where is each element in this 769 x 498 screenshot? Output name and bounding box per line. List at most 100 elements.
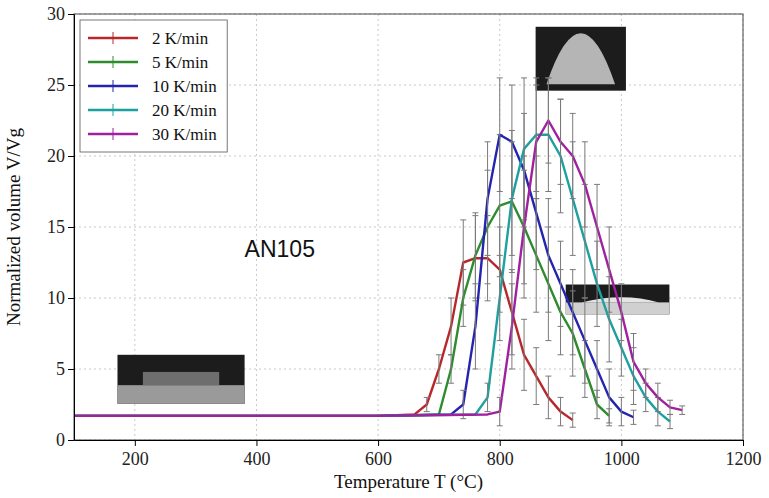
error-bar-cap: [643, 411, 649, 412]
plot-frame: [74, 14, 743, 440]
error-bar: [570, 270, 576, 355]
legend-key-errorbar: [113, 128, 114, 140]
error-bar-stem: [511, 142, 512, 256]
y-tick-mark: [68, 440, 74, 441]
y-tick-label: 30: [47, 4, 65, 24]
error-bar-cap: [460, 418, 466, 419]
error-bar-cap: [485, 383, 491, 384]
error-bar-cap: [655, 383, 661, 384]
x-tick: 600: [365, 440, 392, 469]
error-bar: [545, 78, 551, 163]
error-bar-stem: [572, 113, 573, 198]
error-bar-cap: [485, 141, 491, 142]
error-bar-cap: [521, 283, 527, 284]
error-bar-cap: [521, 298, 527, 299]
inset-dome: [546, 33, 615, 84]
legend-key-errorbar: [113, 56, 114, 68]
error-bar-stem: [609, 227, 610, 312]
error-bar-cap: [485, 411, 491, 412]
error-bar-cap: [460, 219, 466, 220]
error-bar-cap: [558, 99, 564, 100]
error-bar-cap: [545, 418, 551, 419]
y-tick: 0: [56, 430, 74, 450]
error-bar: [460, 270, 466, 327]
error-bar-stem: [572, 413, 573, 427]
error-bar-cap: [570, 354, 576, 355]
error-bar: [509, 130, 515, 272]
error-bar: [631, 334, 637, 391]
legend-entry: 20 K/min: [88, 101, 217, 120]
error-bar: [497, 397, 503, 425]
error-bar-cap: [618, 376, 624, 377]
error-bar-cap: [485, 255, 491, 256]
error-bar: [485, 142, 491, 256]
error-bar-stem: [511, 284, 512, 369]
error-bar-stem: [548, 78, 549, 192]
error-bar-cap: [533, 198, 539, 199]
error-bar-stem: [438, 355, 439, 383]
error-bar-cap: [570, 113, 576, 114]
error-bar: [655, 383, 661, 411]
error-bar: [436, 355, 442, 383]
legend-entry: 5 K/min: [88, 53, 209, 72]
y-tick: 30: [47, 4, 74, 24]
error-bar-stem: [682, 406, 683, 415]
error-bar: [667, 414, 673, 428]
error-bar-cap: [533, 198, 539, 199]
y-tick-mark: [68, 227, 74, 228]
error-bar: [521, 170, 527, 284]
error-bar-cap: [448, 354, 454, 355]
error-bar-cap: [631, 424, 637, 425]
error-bar-cap: [509, 272, 515, 273]
grid: [74, 14, 743, 440]
annotation: AN105: [245, 236, 315, 262]
plot-area: 20040060080010001200051015202530AN1052 K…: [47, 4, 762, 469]
x-axis: 20040060080010001200: [75, 440, 762, 469]
error-bar-cap: [594, 269, 600, 270]
x-tick-mark: [135, 440, 136, 446]
error-bar-cap: [424, 397, 430, 398]
error-bar-cap: [606, 227, 612, 228]
y-tick-mark: [68, 14, 74, 15]
error-bar: [594, 184, 600, 269]
series-line: [74, 135, 634, 418]
error-bar-stem: [572, 270, 573, 355]
x-tick: 1000: [604, 440, 640, 469]
error-bar-stem: [487, 383, 488, 411]
error-bar-cap: [582, 298, 588, 299]
error-bar-cap: [533, 312, 539, 313]
error-bar: [667, 400, 673, 414]
legend-label: 30 K/min: [152, 125, 217, 144]
y-tick-mark: [68, 85, 74, 86]
error-bar-cap: [667, 400, 673, 401]
error-bar-cap: [533, 269, 539, 270]
error-bar-cap: [545, 340, 551, 341]
error-bar-stem: [524, 319, 525, 390]
error-bar: [448, 355, 454, 383]
error-bar: [558, 397, 564, 425]
error-bar-stem: [451, 355, 452, 383]
error-bar-cap: [448, 354, 454, 355]
error-bar-cap: [679, 414, 685, 415]
error-bar: [618, 284, 624, 341]
error-bar-cap: [424, 411, 430, 412]
error-bar-stem: [621, 397, 622, 425]
error-bar-cap: [631, 333, 637, 334]
legend-label: 10 K/min: [152, 77, 217, 96]
error-bar-cap: [667, 414, 673, 415]
error-bar-cap: [545, 77, 551, 78]
error-bar: [509, 142, 515, 256]
y-tick: 15: [47, 217, 74, 237]
error-bar-cap: [582, 227, 588, 228]
error-bar-cap: [545, 198, 551, 199]
series: [74, 78, 637, 426]
error-bar: [472, 284, 478, 369]
x-tick-mark: [500, 440, 501, 446]
y-tick-mark: [68, 369, 74, 370]
error-bar: [521, 319, 527, 390]
x-tick-label: 1200: [726, 449, 762, 469]
x-tick-mark: [378, 440, 379, 446]
error-bar-cap: [545, 191, 551, 192]
error-bar: [631, 410, 637, 424]
series-line: [74, 258, 573, 420]
